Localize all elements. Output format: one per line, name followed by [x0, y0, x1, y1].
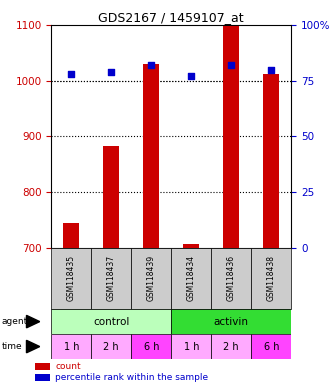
- Text: agent: agent: [2, 317, 28, 326]
- Point: [149, 62, 154, 68]
- Bar: [91, 248, 131, 309]
- Point: [269, 66, 274, 73]
- Bar: [63, 223, 79, 248]
- Bar: [211, 248, 251, 309]
- Text: 1 h: 1 h: [184, 341, 199, 352]
- Text: 6 h: 6 h: [263, 341, 279, 352]
- Text: count: count: [55, 362, 81, 371]
- Text: GSM118437: GSM118437: [107, 255, 116, 301]
- Bar: [211, 334, 251, 359]
- Point: [109, 69, 114, 75]
- Text: GSM118438: GSM118438: [267, 255, 276, 301]
- Bar: [143, 64, 159, 248]
- Bar: [183, 244, 199, 248]
- Point: [69, 71, 74, 77]
- Bar: [91, 334, 131, 359]
- Text: activin: activin: [214, 316, 249, 327]
- Text: control: control: [93, 316, 129, 327]
- Bar: [51, 334, 91, 359]
- Point: [189, 73, 194, 79]
- Bar: [35, 374, 50, 381]
- Bar: [35, 363, 50, 371]
- Bar: [223, 26, 239, 248]
- Bar: [171, 248, 211, 309]
- Text: GSM118434: GSM118434: [187, 255, 196, 301]
- Bar: [51, 309, 171, 334]
- Text: percentile rank within the sample: percentile rank within the sample: [55, 373, 209, 382]
- Text: time: time: [2, 342, 22, 351]
- Text: GSM118435: GSM118435: [67, 255, 76, 301]
- Bar: [171, 309, 291, 334]
- Text: 2 h: 2 h: [223, 341, 239, 352]
- Bar: [251, 334, 291, 359]
- Polygon shape: [26, 315, 40, 328]
- Text: 1 h: 1 h: [64, 341, 79, 352]
- Polygon shape: [26, 340, 40, 353]
- Bar: [131, 334, 171, 359]
- Bar: [51, 248, 91, 309]
- Bar: [263, 74, 279, 248]
- Text: GSM118439: GSM118439: [147, 255, 156, 301]
- Text: 2 h: 2 h: [104, 341, 119, 352]
- Text: 6 h: 6 h: [144, 341, 159, 352]
- Text: GSM118436: GSM118436: [227, 255, 236, 301]
- Bar: [171, 334, 211, 359]
- Bar: [251, 248, 291, 309]
- Bar: [103, 146, 119, 248]
- Point: [229, 62, 234, 68]
- Title: GDS2167 / 1459107_at: GDS2167 / 1459107_at: [99, 11, 244, 24]
- Bar: [131, 248, 171, 309]
